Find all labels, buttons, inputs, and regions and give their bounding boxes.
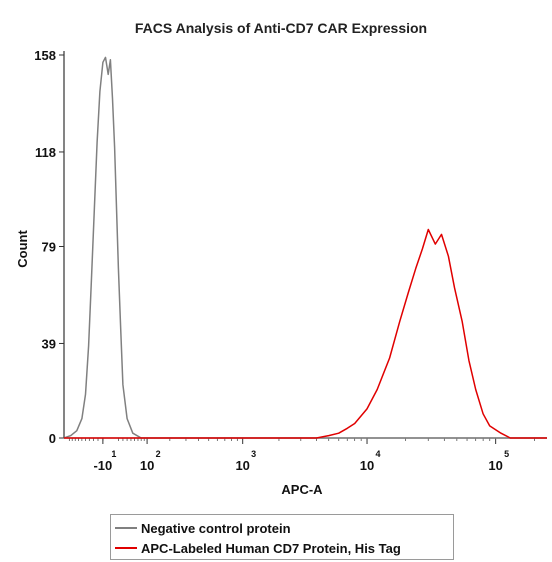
x-tick-label: 10 [488, 458, 502, 473]
x-tick-label: 10 [235, 458, 249, 473]
chart-title: FACS Analysis of Anti-CD7 CAR Expression [135, 20, 427, 36]
x-tick-exponent: 5 [504, 449, 509, 459]
x-tick-exponent: 4 [376, 449, 381, 459]
x-tick-label: 10 [360, 458, 374, 473]
legend-item-cd7-protein: APC-Labeled Human CD7 Protein, His Tag [115, 538, 401, 558]
series-line-cd7-protein [64, 228, 547, 439]
x-tick-exponent: 1 [111, 449, 116, 459]
y-tick-label: 39 [42, 336, 56, 351]
legend-swatch-red [115, 547, 137, 549]
legend-item-negative-control: Negative control protein [115, 518, 291, 538]
legend-label-negative-control: Negative control protein [141, 520, 291, 536]
x-axis-label: APC-A [281, 482, 323, 497]
facs-histogram-chart: FACS Analysis of Anti-CD7 CAR Expression… [15, 20, 547, 497]
y-tick-label: 118 [35, 145, 56, 160]
x-tick-label: 10 [140, 458, 154, 473]
x-tick-exponent: 3 [251, 449, 256, 459]
y-tick-label: 0 [49, 431, 56, 446]
legend-label-cd7-protein: APC-Labeled Human CD7 Protein, His Tag [141, 540, 401, 556]
y-tick-label: 158 [34, 48, 56, 63]
chart-legend: Negative control protein APC-Labeled Hum… [110, 514, 454, 560]
series-line-negative-control [63, 56, 547, 439]
x-tick-label: -10 [93, 458, 112, 473]
y-axis-label: Count [15, 230, 30, 268]
legend-swatch-gray [115, 527, 137, 529]
x-tick-exponent: 2 [156, 449, 161, 459]
y-tick-label: 79 [42, 240, 56, 255]
